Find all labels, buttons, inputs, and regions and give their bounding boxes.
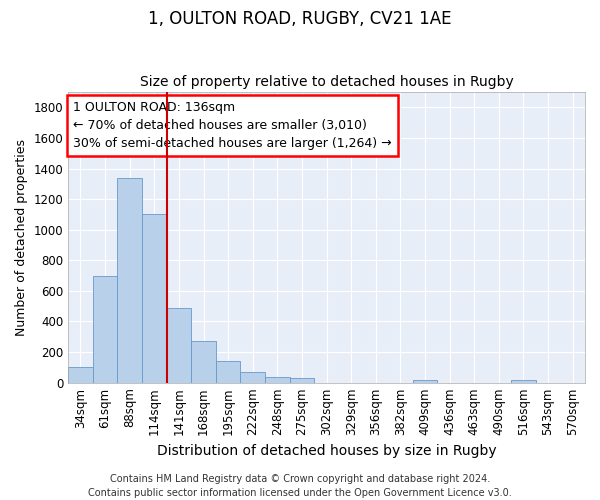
Bar: [93, 276, 118, 382]
Title: Size of property relative to detached houses in Rugby: Size of property relative to detached ho…: [140, 76, 514, 90]
Text: 1 OULTON ROAD: 136sqm
← 70% of detached houses are smaller (3,010)
30% of semi-d: 1 OULTON ROAD: 136sqm ← 70% of detached …: [73, 101, 392, 150]
Text: 1, OULTON ROAD, RUGBY, CV21 1AE: 1, OULTON ROAD, RUGBY, CV21 1AE: [148, 10, 452, 28]
Bar: [142, 214, 167, 382]
Bar: [265, 378, 290, 382]
Bar: [118, 178, 142, 382]
Text: Contains HM Land Registry data © Crown copyright and database right 2024.
Contai: Contains HM Land Registry data © Crown c…: [88, 474, 512, 498]
X-axis label: Distribution of detached houses by size in Rugby: Distribution of detached houses by size …: [157, 444, 496, 458]
Bar: [290, 378, 314, 382]
Bar: [68, 368, 93, 382]
Bar: [413, 380, 437, 382]
Y-axis label: Number of detached properties: Number of detached properties: [15, 139, 28, 336]
Bar: [216, 362, 241, 382]
Bar: [241, 372, 265, 382]
Bar: [167, 308, 191, 382]
Bar: [511, 380, 536, 382]
Bar: [191, 342, 216, 382]
